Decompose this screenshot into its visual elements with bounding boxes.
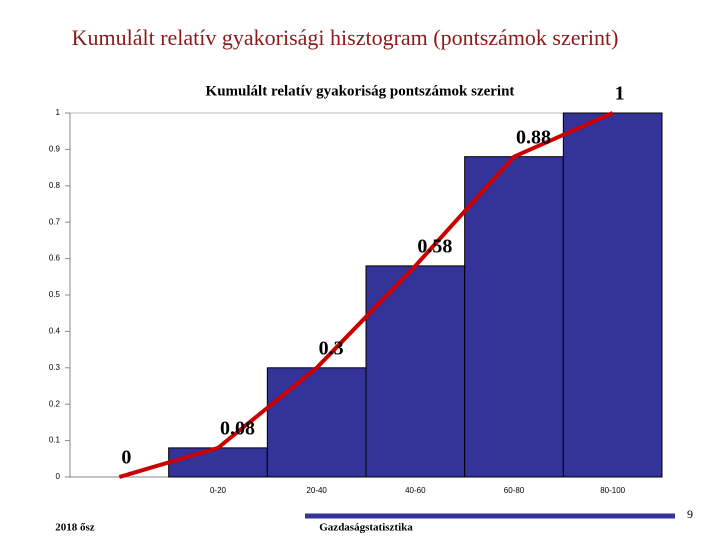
bar (168, 447, 268, 478)
data-label: 0 (121, 447, 131, 469)
y-tick-label: 0.1 (49, 436, 61, 445)
y-tick-label: 0.4 (49, 327, 61, 336)
x-tick-label: 20-40 (306, 486, 327, 495)
y-tick-label: 0.5 (49, 290, 61, 299)
y-tick-label: 0.7 (49, 217, 61, 226)
y-tick-label: 0.3 (49, 363, 61, 372)
y-tick-label: 0 (56, 472, 61, 481)
chart-title: Kumulált relatív gyakoriság pontszámok s… (206, 83, 515, 99)
bar (266, 367, 367, 478)
data-label: 1 (615, 83, 625, 105)
line (118, 111, 614, 479)
y-tick-label: 1 (56, 108, 61, 117)
bar (464, 156, 564, 478)
footer-left: 2018 ősz (55, 522, 95, 534)
x-tick-label: 0-20 (210, 486, 227, 495)
data-label: 0.3 (319, 337, 344, 359)
x-tick-label: 80-100 (600, 486, 625, 495)
data-label: 0.88 (516, 126, 551, 148)
page-number: 9 (687, 507, 693, 521)
bar (365, 265, 466, 478)
y-tick-label: 0.8 (49, 181, 61, 190)
y-tick-label: 0.6 (49, 254, 61, 263)
y-tick-label: 0.9 (49, 145, 61, 154)
x-tick-label: 40-60 (405, 486, 426, 495)
data-label: 0.58 (417, 235, 452, 257)
data-label: 0.08 (220, 417, 255, 439)
y-tick-label: 0.2 (49, 399, 61, 408)
slide-title: Kumulált relatív gyakorisági hisztogram … (72, 25, 619, 50)
x-tick-label: 60-80 (504, 486, 525, 495)
footer-center: Gazdaságstatisztika (319, 522, 413, 534)
bar (562, 112, 663, 478)
